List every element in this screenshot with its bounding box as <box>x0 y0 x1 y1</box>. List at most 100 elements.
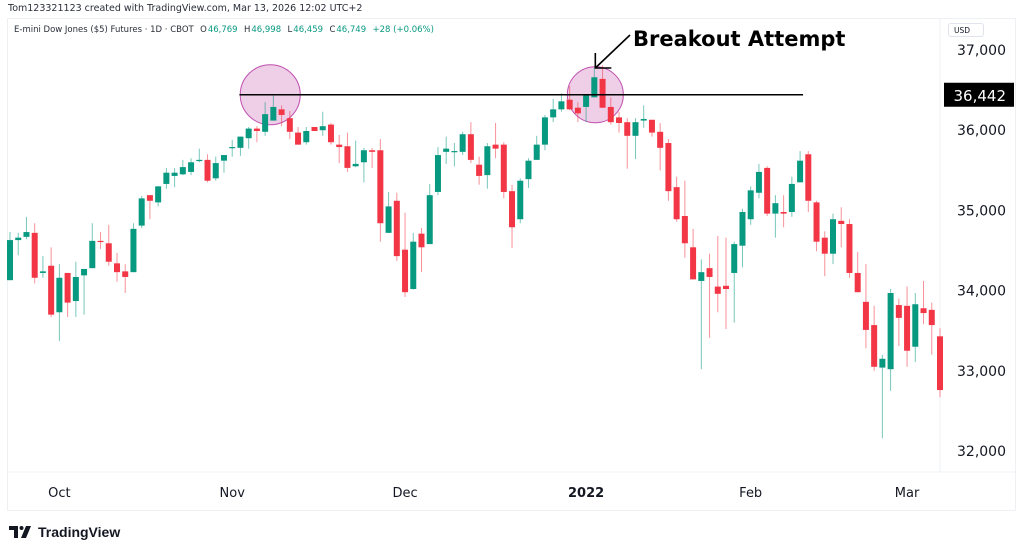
candle <box>81 268 88 315</box>
candle-body <box>229 147 236 149</box>
candle-body <box>690 247 697 280</box>
candle-body <box>739 212 746 246</box>
time-tick-label: Nov <box>220 486 246 501</box>
price-tick-label: 35,000 <box>957 203 1006 219</box>
close-value: 46,749 <box>336 25 367 35</box>
candle <box>912 293 919 362</box>
candle-body <box>772 203 779 214</box>
candle <box>525 158 532 188</box>
candle <box>616 111 623 133</box>
candle <box>698 259 705 370</box>
candle-body <box>327 124 334 143</box>
candle-body <box>385 206 392 233</box>
candle-body <box>484 146 491 176</box>
candle-body <box>72 276 79 302</box>
candle-body <box>492 144 499 149</box>
candle <box>509 184 516 249</box>
candle-body <box>788 183 795 213</box>
candle-body <box>352 163 359 167</box>
candle <box>648 119 655 137</box>
candle <box>393 192 400 261</box>
candle-body <box>500 144 507 192</box>
candle-body <box>81 268 88 276</box>
candle-body <box>797 160 804 183</box>
candle-body <box>821 237 828 254</box>
candle-body <box>887 293 894 370</box>
candle <box>97 232 104 249</box>
candle <box>657 122 664 171</box>
candle <box>336 135 343 164</box>
candle <box>797 151 804 183</box>
candle-body <box>262 114 269 132</box>
candle-body <box>550 109 557 118</box>
candle-body <box>237 136 244 148</box>
candle <box>188 158 195 176</box>
candle-body <box>410 241 417 289</box>
candle-body <box>377 150 384 224</box>
candle <box>402 212 409 298</box>
candle <box>681 180 688 258</box>
candle-body <box>755 171 762 193</box>
price-tick-label: 33,000 <box>957 364 1006 380</box>
candle-body <box>122 271 129 277</box>
candle <box>410 232 417 290</box>
candle-body <box>7 240 13 281</box>
candle <box>7 232 13 281</box>
candle-body <box>434 155 441 192</box>
candle-body <box>245 128 252 139</box>
candle-body <box>48 265 55 315</box>
candle-body <box>879 358 886 368</box>
candle-body <box>566 99 573 110</box>
time-tick-label: Oct <box>48 486 70 501</box>
candle <box>607 97 614 125</box>
candle <box>706 253 713 338</box>
candle <box>714 236 721 313</box>
candle <box>747 186 754 225</box>
candle-body <box>591 77 598 98</box>
candle <box>434 147 441 196</box>
candle <box>846 219 853 278</box>
candle-body <box>360 150 367 163</box>
open-value: 46,769 <box>207 25 238 35</box>
high-value: 46,998 <box>251 25 282 35</box>
candle-body <box>509 191 516 228</box>
candle <box>583 94 590 123</box>
candle-body <box>286 118 293 132</box>
candle <box>533 135 540 160</box>
candle <box>237 136 244 156</box>
candle-body <box>344 146 351 168</box>
candle-body <box>541 117 548 145</box>
currency-button[interactable]: USD <box>948 23 984 37</box>
candle <box>566 86 573 111</box>
candle <box>130 223 137 273</box>
candle <box>459 131 466 156</box>
candle <box>854 252 861 293</box>
low-value: 46,459 <box>293 25 324 35</box>
candle-body <box>747 190 754 220</box>
tradingview-logo[interactable]: TradingView <box>9 524 120 540</box>
candle <box>360 147 367 183</box>
candle-body <box>113 263 120 273</box>
candle-body <box>813 202 820 242</box>
candle-body <box>426 195 433 245</box>
candle-body <box>714 286 721 294</box>
candle <box>286 110 293 140</box>
candle <box>624 118 631 169</box>
candle <box>928 302 935 355</box>
candle-body <box>525 160 532 180</box>
price-tick-label: 36,000 <box>957 123 1006 139</box>
candle <box>377 139 384 242</box>
candle <box>146 195 153 220</box>
candle-body <box>657 131 664 148</box>
candle-body <box>56 277 63 313</box>
candle-body <box>928 309 935 326</box>
candle <box>862 264 869 349</box>
candle <box>426 183 433 245</box>
candle <box>23 216 30 240</box>
arrow-line <box>594 34 631 69</box>
candle-body <box>517 180 524 220</box>
candle <box>838 207 845 248</box>
candle-body <box>15 237 22 241</box>
candle-body <box>936 336 943 391</box>
